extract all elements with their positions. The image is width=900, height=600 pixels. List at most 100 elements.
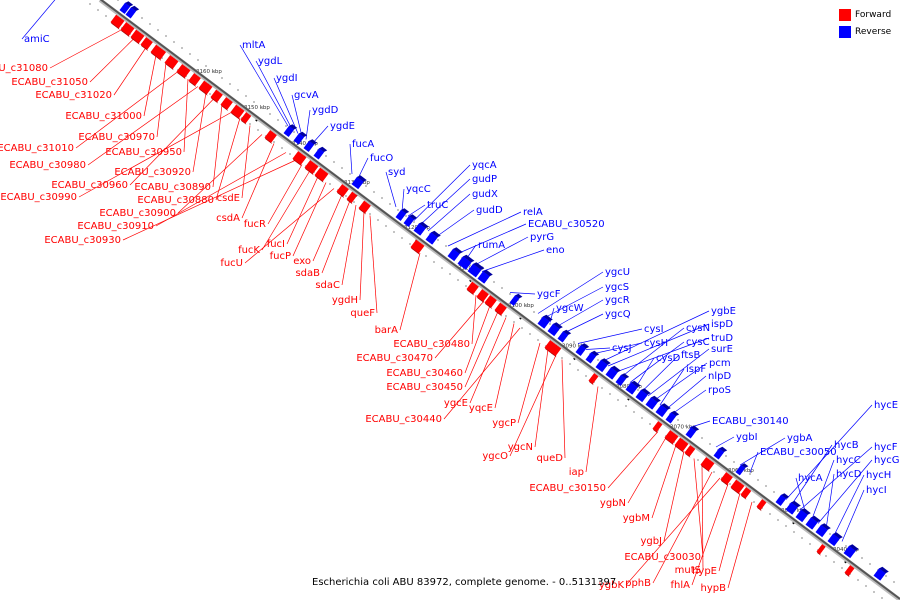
gene-block-shade xyxy=(652,428,658,434)
gene-label: cysJ xyxy=(612,343,632,354)
strand-dot xyxy=(893,581,895,583)
strand-dot xyxy=(829,533,831,535)
strand-dot xyxy=(801,537,803,539)
strand-dot xyxy=(381,197,383,199)
gene-block-shade xyxy=(453,247,463,254)
strand-dot xyxy=(733,461,735,463)
gene-block-shade xyxy=(304,167,314,176)
gene-block-shade xyxy=(314,175,324,183)
gene-block-shade xyxy=(230,112,240,120)
label-connector xyxy=(627,437,667,504)
gene-block-shade xyxy=(720,479,728,486)
strand-dot xyxy=(377,219,379,221)
strand-dot xyxy=(277,119,279,121)
gene-label: csdA xyxy=(216,213,240,224)
strand-dot xyxy=(389,203,391,205)
strand-dot xyxy=(685,425,687,427)
gene-block-shade xyxy=(346,199,353,205)
strand-dot xyxy=(709,443,711,445)
strand-dot xyxy=(513,321,515,323)
label-connector xyxy=(715,436,735,448)
gene-label: cysI xyxy=(644,324,664,335)
gene-label: hycG xyxy=(874,455,900,466)
strand-dot xyxy=(237,89,239,91)
gene-block-shade xyxy=(591,350,600,356)
label-connector xyxy=(652,471,713,584)
label-connector xyxy=(267,164,303,225)
strand-dot xyxy=(677,419,679,421)
gene-block-shade xyxy=(264,137,272,144)
gene-block-shade xyxy=(357,175,367,182)
gene-label: hycE xyxy=(874,400,898,411)
label-connector xyxy=(239,44,289,127)
label-connector xyxy=(509,354,557,457)
strand-dot xyxy=(165,35,167,37)
label-connector xyxy=(291,94,303,137)
legend-forward-swatch xyxy=(839,9,851,21)
label-connector xyxy=(273,77,299,134)
gene-label: ECABU_c30460 xyxy=(386,368,463,379)
label-connector xyxy=(87,86,199,166)
label-connector xyxy=(591,342,643,355)
gene-labels: ECABU_c31080 ECABU_c31050 ECABU_c31020 ECAB… xyxy=(0,34,900,594)
label-connector xyxy=(621,327,685,377)
gene-label: relA xyxy=(523,207,543,218)
gene-label: fucK xyxy=(238,245,260,256)
gene-label: ECABU_c30140 xyxy=(712,416,789,427)
strand-dot xyxy=(229,83,231,85)
strand-dot xyxy=(841,567,843,569)
gene-block-shade xyxy=(544,347,552,354)
label-connector xyxy=(359,210,365,301)
label-connector xyxy=(469,317,507,404)
label-connector xyxy=(255,60,293,130)
gene-block-shade xyxy=(651,395,661,403)
strand-dot xyxy=(465,285,467,287)
gene-label: ECABU_c30440 xyxy=(365,414,442,425)
gene-block-shade xyxy=(319,146,328,152)
strand-dot xyxy=(641,417,643,419)
strand-dot xyxy=(401,237,403,239)
label-connector xyxy=(663,450,685,542)
strand-dot xyxy=(509,293,511,295)
gene-block-shade xyxy=(358,208,366,215)
kbp-tick-label: 3150 kbp xyxy=(244,105,270,111)
strand-dot xyxy=(597,359,599,361)
kbp-tick-label: 3160 kbp xyxy=(196,69,222,75)
gene-label: gcvA xyxy=(294,90,319,101)
strand-dot xyxy=(501,287,503,289)
gene-block-shade xyxy=(466,289,474,296)
gene-block-shade xyxy=(641,388,651,395)
axis-line xyxy=(99,0,900,600)
legend-forward-label: Forward xyxy=(855,10,892,20)
gene-label: ygcN xyxy=(508,442,533,453)
label-connector xyxy=(653,362,708,401)
gene-label: ECABU_c30450 xyxy=(386,382,463,393)
strand-dot xyxy=(637,389,639,391)
gene-block-shade xyxy=(719,446,728,452)
strand-dot xyxy=(349,173,351,175)
strand-dot xyxy=(369,213,371,215)
gene-block-shade xyxy=(741,463,749,468)
gene-block-shade xyxy=(664,437,674,446)
label-connector xyxy=(727,501,753,589)
strand-dot xyxy=(269,113,271,115)
label-connector xyxy=(399,252,421,331)
gene-label: ECABU_c30990 xyxy=(0,192,77,203)
label-connector xyxy=(585,386,599,473)
strand-dot xyxy=(725,455,727,457)
gene-label: sdaC xyxy=(315,280,340,291)
strand-dot xyxy=(213,71,215,73)
label-connector xyxy=(481,249,545,272)
gene-label: fucI xyxy=(267,239,285,250)
label-connector xyxy=(143,54,157,117)
gene-label: ygbM xyxy=(623,513,650,524)
kbp-tick-label: 3070 kbp xyxy=(670,425,696,431)
gene-label: truC xyxy=(427,200,448,211)
gene-block-shade xyxy=(879,566,889,574)
gene-block-shade xyxy=(419,221,429,229)
gene-label: ispD xyxy=(711,319,733,330)
strand-dot xyxy=(729,483,731,485)
strand-dot xyxy=(865,585,867,587)
label-connector xyxy=(671,389,707,415)
gene-block-shade xyxy=(740,494,747,500)
